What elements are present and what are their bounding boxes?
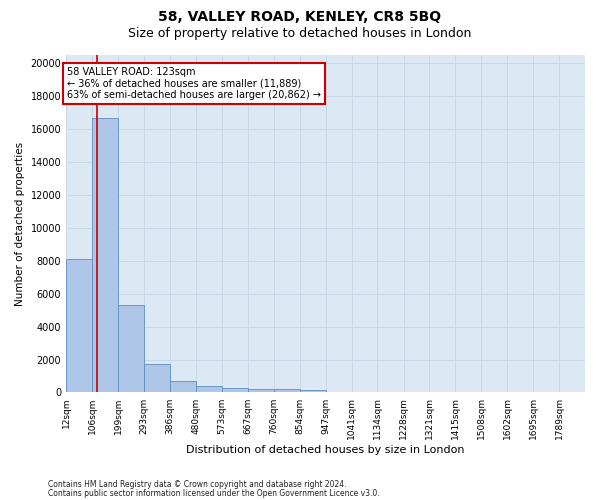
Text: 58, VALLEY ROAD, KENLEY, CR8 5BQ: 58, VALLEY ROAD, KENLEY, CR8 5BQ: [158, 10, 442, 24]
Bar: [144, 364, 170, 392]
Text: Size of property relative to detached houses in London: Size of property relative to detached ho…: [128, 28, 472, 40]
Text: Contains HM Land Registry data © Crown copyright and database right 2024.: Contains HM Land Registry data © Crown c…: [48, 480, 347, 489]
Y-axis label: Number of detached properties: Number of detached properties: [15, 142, 25, 306]
Bar: [92, 118, 118, 392]
Text: Contains public sector information licensed under the Open Government Licence v3: Contains public sector information licen…: [48, 488, 380, 498]
Bar: [248, 389, 274, 392]
Bar: [196, 386, 222, 392]
Bar: [300, 390, 326, 392]
Bar: [274, 390, 300, 392]
Bar: [222, 388, 248, 392]
Bar: [66, 259, 92, 392]
Text: 58 VALLEY ROAD: 123sqm
← 36% of detached houses are smaller (11,889)
63% of semi: 58 VALLEY ROAD: 123sqm ← 36% of detached…: [67, 66, 321, 100]
X-axis label: Distribution of detached houses by size in London: Distribution of detached houses by size …: [187, 445, 465, 455]
Bar: [170, 381, 196, 392]
Bar: [118, 305, 144, 392]
